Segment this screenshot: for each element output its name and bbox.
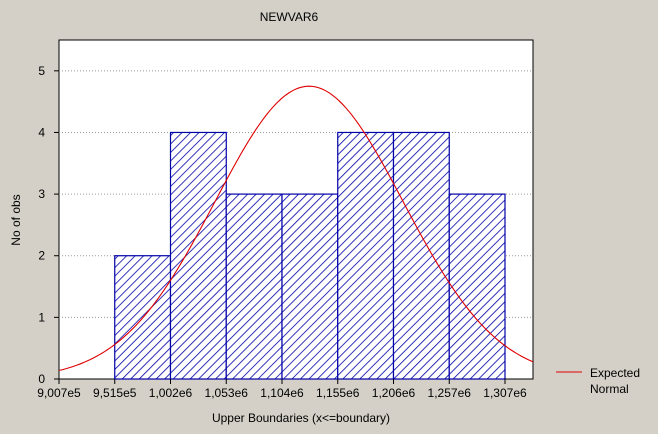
x-tick-label: 1,104e6 <box>260 386 304 400</box>
histogram-bar <box>392 131 450 380</box>
x-axis-ticks: 9,007e5 9,515e5 1,002e6 1,053e6 1,104e6 1,155… <box>37 379 527 400</box>
x-tick-label: 1,002e6 <box>149 386 193 400</box>
legend-label-expected: Expected <box>590 366 640 380</box>
y-tick-label: 0 <box>38 372 45 386</box>
x-tick-label: 1,206e6 <box>372 386 416 400</box>
normal-curve-line <box>59 85 533 372</box>
y-axis-title: No of obs <box>9 194 23 245</box>
x-tick-label: 1,257e6 <box>428 386 472 400</box>
y-tick-label: 3 <box>38 187 45 201</box>
y-tick-label: 2 <box>38 249 45 263</box>
x-axis-title: Upper Boundaries (x<=boundary) <box>212 411 390 425</box>
histogram-bars <box>114 131 506 380</box>
histogram-bar <box>337 131 395 380</box>
legend-label-normal: Normal <box>590 382 629 396</box>
chart-title: NEWVAR6 <box>260 10 319 24</box>
x-tick-label: 1,053e6 <box>205 386 249 400</box>
x-tick-label: 9,007e5 <box>37 386 81 400</box>
y-tick-label: 5 <box>38 64 45 78</box>
y-tick-label: 4 <box>38 125 45 139</box>
expected-normal-curve <box>59 85 533 372</box>
y-axis-ticks: 0 1 2 3 4 5 <box>38 64 59 386</box>
histogram-bar <box>448 193 506 380</box>
x-tick-label: 1,307e6 <box>483 386 527 400</box>
x-tick-label: 1,155e6 <box>316 386 360 400</box>
histogram-bar <box>225 193 283 380</box>
histogram-bar <box>169 131 227 380</box>
legend: Expected Normal <box>556 366 640 396</box>
x-tick-label: 9,515e5 <box>93 386 137 400</box>
histogram-bar <box>281 193 339 380</box>
y-tick-label: 1 <box>38 310 45 324</box>
